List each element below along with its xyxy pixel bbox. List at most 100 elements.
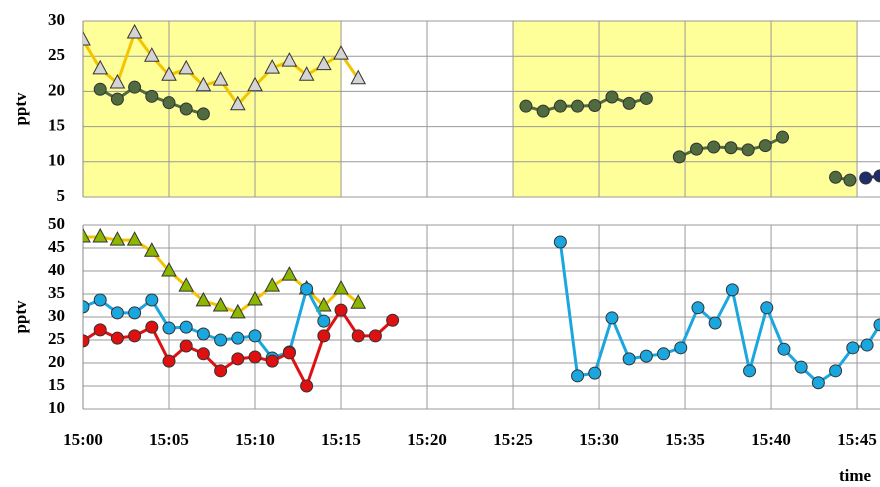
- data-point: [315, 296, 332, 312]
- y-tick-label: 30: [48, 306, 65, 325]
- data-point: [162, 96, 176, 110]
- data-point: [128, 329, 142, 343]
- data-point: [674, 341, 688, 355]
- data-point: [843, 173, 857, 187]
- data-point: [860, 338, 874, 352]
- data-point: [195, 291, 212, 307]
- data-point: [639, 349, 653, 363]
- data-point: [145, 320, 159, 334]
- data-point: [282, 346, 296, 360]
- data-point: [162, 354, 176, 368]
- y-tick-label: 20: [48, 80, 65, 99]
- x-tick-label: 15:25: [493, 430, 533, 449]
- y-tick-label: 10: [48, 151, 65, 170]
- data-point: [229, 303, 246, 319]
- data-point: [83, 30, 91, 46]
- x-tick-label: 15:20: [407, 430, 447, 449]
- data-point: [110, 331, 124, 345]
- y-tick-label: 5: [57, 186, 66, 205]
- x-tick-label: 15:30: [579, 430, 619, 449]
- data-point: [776, 130, 790, 144]
- data-point: [92, 227, 109, 243]
- data-point: [588, 98, 602, 112]
- data-point: [708, 316, 722, 330]
- data-point: [725, 283, 739, 297]
- y-tick-label: 15: [48, 116, 65, 135]
- data-point: [334, 303, 348, 317]
- data-point: [83, 334, 90, 348]
- data-point: [707, 140, 721, 154]
- data-point: [162, 321, 176, 335]
- data-point: [622, 96, 636, 110]
- data-point: [760, 301, 774, 315]
- data-point: [179, 339, 193, 353]
- data-point: [109, 231, 126, 246]
- data-point: [110, 92, 124, 106]
- y-tick-label: 45: [48, 237, 65, 256]
- data-point: [178, 277, 195, 292]
- data-point: [317, 314, 331, 328]
- data-point: [672, 150, 686, 164]
- data-point: [265, 354, 279, 368]
- data-point: [553, 235, 567, 249]
- y-tick-label: 50: [48, 214, 65, 233]
- data-point: [873, 318, 880, 332]
- data-point: [846, 341, 860, 355]
- data-point: [212, 71, 229, 86]
- data-point: [247, 76, 263, 92]
- data-point: [248, 329, 262, 343]
- series-line: [83, 307, 394, 390]
- data-point: [571, 369, 585, 383]
- data-point: [350, 294, 367, 309]
- series-line: [558, 241, 880, 385]
- data-point: [126, 23, 143, 39]
- y-axis-label: pptv: [11, 92, 30, 126]
- data-point: [873, 169, 880, 183]
- data-point: [248, 350, 262, 364]
- data-point: [588, 366, 602, 380]
- highlight-span: [83, 21, 342, 197]
- data-point: [300, 282, 314, 296]
- data-point: [829, 364, 843, 378]
- data-point: [794, 360, 808, 374]
- data-point: [212, 296, 229, 312]
- y-tick-label: 25: [48, 329, 65, 348]
- data-point: [109, 73, 126, 89]
- data-point: [110, 306, 124, 320]
- x-tick-label: 15:45: [837, 430, 877, 449]
- data-point: [333, 45, 349, 60]
- x-tick-label: 15:35: [665, 430, 705, 449]
- data-point: [93, 323, 107, 337]
- data-point: [368, 329, 382, 343]
- data-point: [161, 66, 177, 81]
- data-point: [622, 352, 636, 366]
- y-tick-label: 35: [48, 283, 65, 302]
- data-point: [179, 320, 193, 334]
- data-point: [92, 59, 109, 75]
- data-point: [264, 59, 281, 74]
- y-tick-label: 15: [48, 375, 65, 394]
- data-point: [214, 333, 228, 347]
- x-tick-label: 15:10: [235, 430, 275, 449]
- data-point: [143, 47, 160, 62]
- x-axis-label: time: [839, 466, 872, 485]
- y-axis-label: pptv: [11, 300, 30, 334]
- x-tick-label: 15:00: [63, 430, 103, 449]
- data-point: [128, 306, 142, 320]
- data-point: [724, 141, 738, 155]
- data-point: [145, 293, 159, 307]
- data-point: [298, 66, 315, 81]
- x-tick-label: 15:40: [751, 430, 791, 449]
- data-point: [196, 107, 210, 121]
- data-point: [571, 99, 585, 113]
- plot-area: [83, 23, 880, 187]
- data-point: [126, 231, 143, 246]
- data-point: [195, 76, 212, 92]
- data-point: [777, 342, 791, 356]
- data-point: [859, 171, 873, 185]
- data-point: [300, 379, 314, 393]
- data-point: [741, 143, 755, 157]
- data-point: [143, 242, 160, 257]
- data-point: [333, 279, 349, 295]
